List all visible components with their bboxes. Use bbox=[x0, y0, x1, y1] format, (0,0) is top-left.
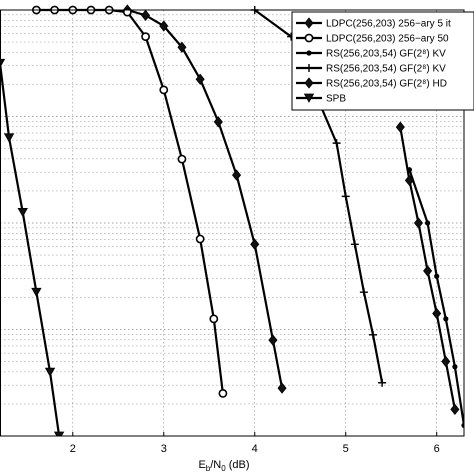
legend-entry: SPB bbox=[296, 94, 346, 105]
legend-label: SPB bbox=[326, 94, 346, 105]
data-point bbox=[434, 273, 440, 279]
legend-label: RS(256,203,54) GF(2⁸) KV bbox=[326, 64, 446, 75]
x-tick-label: 3 bbox=[161, 443, 167, 455]
legend-entry: LDPC(256,203) 256−ary 5 it bbox=[296, 17, 451, 30]
series-line bbox=[36, 8, 224, 394]
series-2 bbox=[31, 5, 228, 398]
legend: LDPC(256,203) 256−ary 5 it LDPC(256,203) … bbox=[291, 11, 474, 111]
data-point bbox=[378, 378, 387, 387]
data-point bbox=[195, 73, 205, 85]
legend-entry: RS(256,203,54) GF(2⁸) KV bbox=[296, 64, 446, 75]
series-line bbox=[408, 169, 464, 426]
data-point bbox=[218, 388, 228, 398]
legend-label: RS(256,203,54) GF(2⁸) HD bbox=[326, 79, 447, 90]
data-point bbox=[177, 41, 187, 53]
legend-entry: RS(256,203,54) GF(2⁸) HD bbox=[296, 77, 447, 90]
data-point bbox=[359, 288, 368, 297]
series-line bbox=[0, 63, 61, 436]
x-tick-label: 5 bbox=[343, 443, 349, 455]
legend-label: LDPC(256,203) 256−ary 50 bbox=[326, 34, 449, 45]
data-point bbox=[232, 169, 242, 181]
legend-marker bbox=[305, 64, 313, 72]
data-point bbox=[213, 116, 223, 128]
x-tick-label: 4 bbox=[252, 443, 258, 455]
data-point bbox=[452, 364, 458, 370]
series-6 bbox=[0, 58, 65, 436]
legend-box bbox=[291, 11, 474, 111]
data-point bbox=[432, 307, 442, 320]
legend-marker bbox=[306, 50, 312, 56]
data-point bbox=[450, 403, 460, 416]
series-1 bbox=[122, 4, 287, 394]
data-point bbox=[177, 154, 187, 164]
legend-label: LDPC(256,203) 256−ary 5 it bbox=[326, 19, 451, 30]
series-line bbox=[127, 8, 284, 389]
legend-label: RS(256,203,54) GF(2⁸) KV bbox=[326, 49, 446, 60]
data-point bbox=[141, 9, 151, 21]
data-point bbox=[395, 121, 405, 133]
series-layer bbox=[0, 4, 464, 436]
legend-entry: RS(256,203,54) GF(2⁸) KV bbox=[296, 49, 446, 60]
data-point bbox=[53, 431, 65, 436]
legend-marker bbox=[304, 33, 314, 43]
x-tick-labels: 2 3 4 5 6 bbox=[70, 432, 440, 455]
data-point bbox=[17, 207, 28, 218]
x-axis-label: Eb/N0 (dB) bbox=[198, 459, 249, 473]
data-point bbox=[277, 382, 287, 394]
legend-entry: LDPC(256,203) 256−ary 50 bbox=[296, 34, 449, 45]
data-point bbox=[195, 234, 205, 244]
data-point bbox=[268, 334, 278, 346]
data-point bbox=[3, 133, 15, 143]
data-point bbox=[159, 85, 169, 95]
data-point bbox=[423, 265, 433, 277]
data-point bbox=[404, 174, 414, 187]
data-point bbox=[332, 139, 341, 148]
data-point bbox=[209, 314, 219, 324]
legend-marker bbox=[304, 17, 314, 29]
data-point bbox=[461, 422, 464, 428]
data-point bbox=[425, 220, 431, 226]
series-5 bbox=[395, 121, 460, 416]
x-tick-label: 2 bbox=[70, 443, 76, 455]
data-point bbox=[413, 217, 424, 229]
data-point bbox=[341, 192, 350, 201]
data-point bbox=[441, 355, 451, 368]
data-point bbox=[369, 330, 378, 339]
plot-frame bbox=[0, 9, 465, 437]
legend-marker bbox=[303, 93, 315, 103]
data-point bbox=[44, 367, 56, 377]
legend-marker bbox=[304, 77, 314, 89]
data-point bbox=[31, 287, 42, 298]
data-point bbox=[443, 316, 449, 322]
data-point bbox=[0, 58, 6, 69]
x-tick-label: 6 bbox=[434, 443, 440, 455]
data-point bbox=[250, 238, 260, 250]
data-point bbox=[350, 240, 359, 249]
data-point bbox=[159, 20, 169, 32]
data-point bbox=[141, 32, 150, 42]
